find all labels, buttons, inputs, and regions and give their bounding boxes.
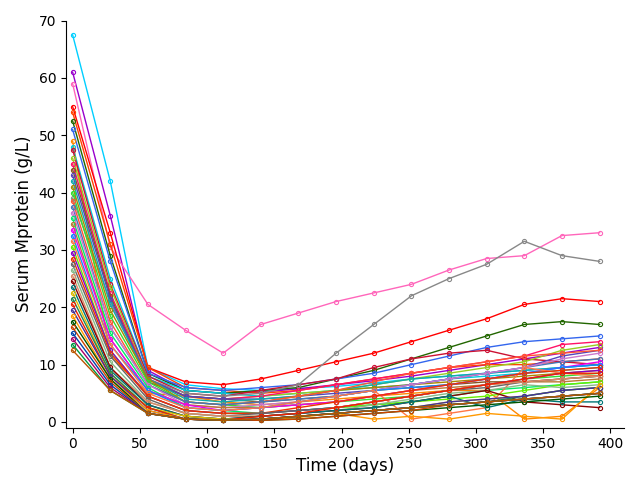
X-axis label: Time (days): Time (days) xyxy=(296,457,394,475)
Y-axis label: Serum Mprotein (g/L): Serum Mprotein (g/L) xyxy=(15,136,33,312)
